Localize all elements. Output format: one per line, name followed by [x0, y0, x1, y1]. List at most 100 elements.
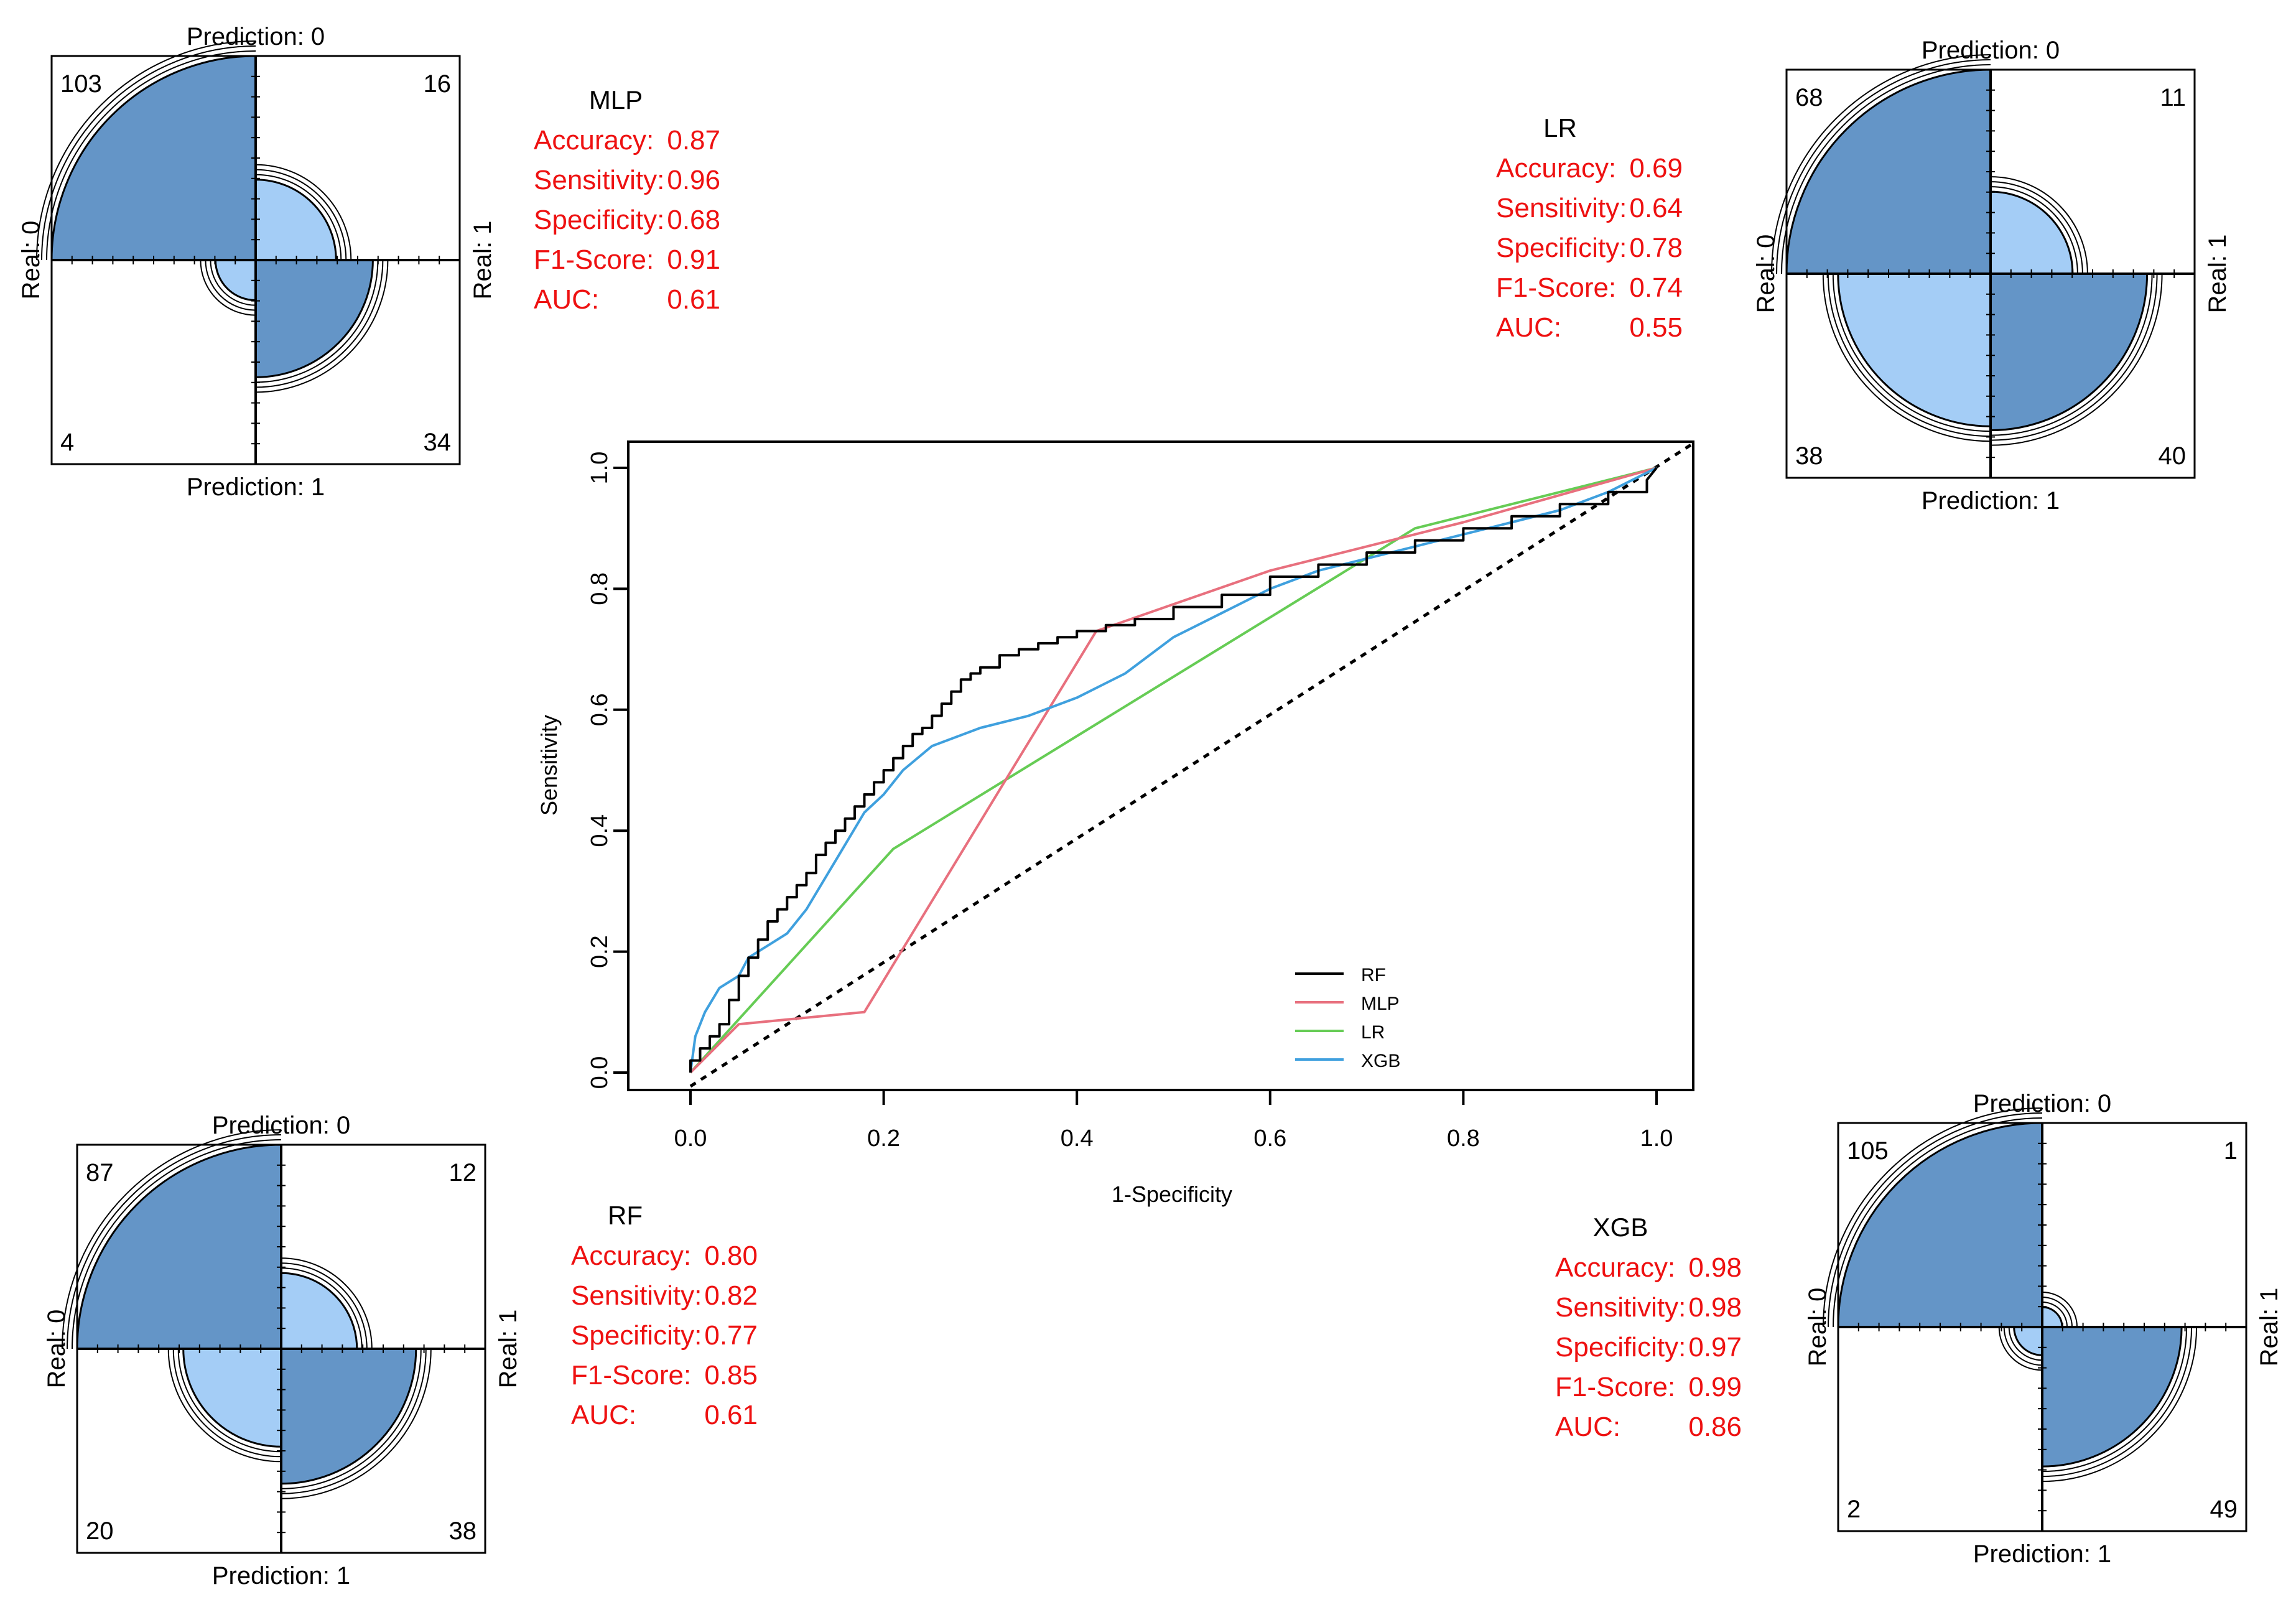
- confidence-ring: [2003, 1326, 2043, 1366]
- prediction-1-label: Prediction: 1: [1922, 487, 2060, 515]
- roc-series-group: [689, 467, 1658, 1074]
- confidence-ring: [2008, 1326, 2043, 1361]
- metric-label: Sensitivity:: [1555, 1292, 1686, 1323]
- count-false-positive: 4: [60, 429, 74, 456]
- quadrant-wedge-tr: [280, 1272, 358, 1350]
- metric-value: 0.69: [1629, 153, 1683, 184]
- metric-value: 0.87: [667, 125, 720, 156]
- count-false-positive: 2: [1847, 1496, 1861, 1523]
- roc-x-tick-label: 0.0: [674, 1125, 707, 1152]
- confidence-ring: [1832, 273, 1991, 432]
- mlp-fourfold-panel: Prediction: 0 Prediction: 1 Real: 0 Real: 1…: [17, 23, 496, 501]
- roc-y-tick-label: 0.2: [587, 935, 613, 968]
- count-true-negative: 103: [60, 70, 102, 98]
- quadrant-wedge-tl: [1785, 68, 1992, 275]
- confidence-ring: [281, 1262, 368, 1349]
- roc-y-axis-label: Sensitivity: [536, 715, 562, 816]
- real-1-label: Real: 1: [495, 1310, 522, 1389]
- metric-value: 0.61: [667, 284, 720, 315]
- model-name-label: XGB: [1593, 1213, 1648, 1242]
- quadrant-wedge-tl: [1837, 1122, 2043, 1328]
- roc-x-tick-label: 0.4: [1061, 1125, 1094, 1152]
- confidence-ring: [41, 45, 256, 261]
- metric-value: 0.68: [667, 205, 720, 235]
- real-0-label: Real: 0: [17, 221, 45, 300]
- confidence-ring: [172, 1348, 282, 1458]
- confidence-ring: [1828, 1112, 2043, 1328]
- quadrant-wedge-br: [1989, 272, 2149, 432]
- real-0-label: Real: 0: [1804, 1288, 1831, 1367]
- count-true-negative: 68: [1795, 84, 1823, 111]
- confidence-ring: [1990, 273, 2158, 441]
- confidence-ring: [1990, 273, 2163, 446]
- roc-x-tick-label: 0.6: [1253, 1125, 1286, 1152]
- confidence-ring: [255, 174, 342, 261]
- metric-label: Specificity:: [534, 205, 664, 235]
- confidence-ring: [2042, 1326, 2193, 1478]
- metric-label: Accuracy:: [1496, 153, 1616, 184]
- roc-series-lr: [689, 467, 1657, 1074]
- confidence-ring: [2042, 1326, 2198, 1483]
- roc-y-axis: 0.0 0.2 0.4 0.6 0.8 1.0: [587, 452, 628, 1089]
- metric-value: 0.96: [667, 165, 720, 195]
- metric-label: Accuracy:: [571, 1241, 691, 1271]
- metric-label: AUC:: [534, 284, 599, 315]
- metric-label: F1-Score:: [1555, 1372, 1675, 1402]
- confidence-ring: [1990, 186, 2078, 274]
- count-false-negative: 1: [2224, 1137, 2238, 1165]
- roc-y-tick-label: 0.0: [587, 1056, 613, 1089]
- confidence-ring: [1771, 54, 1991, 274]
- model-name-label: RF: [608, 1201, 643, 1230]
- roc-y-tick-label: 0.8: [587, 572, 613, 605]
- legend-label-xgb: XGB: [1361, 1051, 1400, 1071]
- metric-value: 0.80: [704, 1241, 758, 1271]
- real-1-label: Real: 1: [2256, 1288, 2283, 1367]
- model-name-label: LR: [1543, 113, 1577, 142]
- metric-label: F1-Score:: [534, 245, 654, 275]
- metric-label: Sensitivity:: [1496, 193, 1627, 223]
- count-false-negative: 12: [449, 1159, 477, 1186]
- confidence-ring: [72, 1139, 282, 1349]
- confidence-ring: [177, 1348, 282, 1453]
- confidence-ring: [67, 1134, 282, 1349]
- confidence-ring: [36, 40, 256, 261]
- metric-value: 0.74: [1629, 272, 1683, 303]
- roc-chart: 0.0 0.2 0.4 0.6 0.8 1.0 0.0 0.2 0.4 0.6 0.8 1.0 1-…: [536, 440, 1695, 1207]
- quadrant-wedge-tr: [254, 179, 337, 261]
- metric-value: 0.55: [1629, 312, 1683, 343]
- metric-label: F1-Score:: [1496, 272, 1616, 303]
- confidence-ring: [1990, 176, 2088, 274]
- prediction-0-label: Prediction: 0: [1973, 1090, 2111, 1117]
- metric-value: 0.82: [704, 1280, 758, 1311]
- count-true-positive: 40: [2159, 442, 2187, 470]
- quadrant-wedge-tr: [1989, 190, 2074, 275]
- roc-x-tick-label: 0.8: [1447, 1125, 1480, 1152]
- confidence-ring: [281, 1348, 422, 1489]
- metric-label: AUC:: [1555, 1412, 1620, 1442]
- confidence-ring: [1990, 181, 2083, 274]
- confidence-ring: [1776, 59, 1991, 274]
- confidence-ring: [46, 50, 256, 261]
- quadrant-wedge-bl: [182, 1348, 282, 1448]
- legend-label-rf: RF: [1361, 965, 1386, 985]
- metric-value: 0.98: [1688, 1252, 1742, 1283]
- confidence-ring: [255, 169, 347, 261]
- metric-label: Accuracy:: [534, 125, 654, 156]
- confidence-ring: [281, 1267, 363, 1349]
- real-1-label: Real: 1: [469, 221, 496, 300]
- metric-value: 0.77: [704, 1320, 758, 1351]
- confidence-ring: [281, 1348, 427, 1494]
- count-true-positive: 49: [2210, 1496, 2238, 1523]
- confidence-ring: [1998, 1326, 2043, 1371]
- prediction-0-label: Prediction: 0: [1922, 37, 2060, 64]
- confidence-ring: [2042, 1326, 2188, 1473]
- confidence-ring: [205, 259, 256, 311]
- roc-x-tick-label: 1.0: [1640, 1125, 1673, 1152]
- count-false-positive: 20: [86, 1517, 114, 1545]
- quadrant-wedge-br: [254, 259, 374, 378]
- quadrant-wedge-br: [2041, 1326, 2183, 1468]
- metric-value: 0.61: [704, 1400, 758, 1430]
